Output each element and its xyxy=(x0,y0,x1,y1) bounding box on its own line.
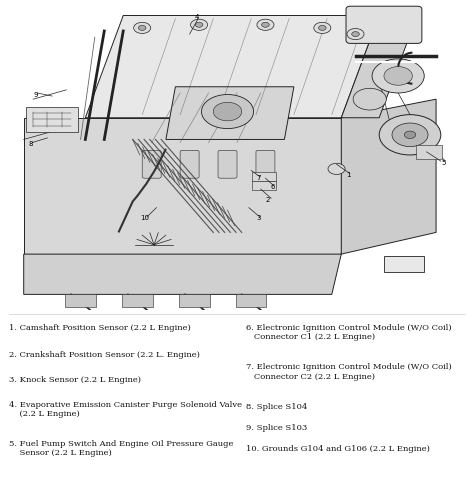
FancyBboxPatch shape xyxy=(346,6,422,43)
FancyBboxPatch shape xyxy=(252,172,276,181)
Circle shape xyxy=(201,95,254,129)
Text: 3. Knock Sensor (2.2 L Engine): 3. Knock Sensor (2.2 L Engine) xyxy=(9,376,141,384)
Text: 5: 5 xyxy=(441,160,446,166)
Text: 4. Evaporative Emission Canister Purge Solenoid Valve
    (2.2 L Engine): 4. Evaporative Emission Canister Purge S… xyxy=(9,401,243,418)
FancyBboxPatch shape xyxy=(26,107,78,132)
Circle shape xyxy=(352,32,359,37)
Circle shape xyxy=(384,67,412,85)
Text: 3: 3 xyxy=(256,216,261,222)
Circle shape xyxy=(328,163,345,175)
FancyBboxPatch shape xyxy=(218,150,237,178)
Text: 7: 7 xyxy=(256,175,261,181)
Text: 2. Crankshaft Position Sensor (2.2 L. Engine): 2. Crankshaft Position Sensor (2.2 L. En… xyxy=(9,351,201,359)
Text: 1. Camshaft Position Sensor (2.2 L Engine): 1. Camshaft Position Sensor (2.2 L Engin… xyxy=(9,324,191,332)
Circle shape xyxy=(134,22,151,34)
Polygon shape xyxy=(24,254,341,294)
Circle shape xyxy=(353,88,386,110)
Text: 6. Electronic Ignition Control Module (W/O Coil)
   Connector C1 (2.2 L Engine): 6. Electronic Ignition Control Module (W… xyxy=(246,324,452,341)
Text: 2: 2 xyxy=(265,197,270,203)
Text: 6: 6 xyxy=(270,184,275,190)
Circle shape xyxy=(195,22,203,27)
Text: 8: 8 xyxy=(28,141,33,147)
FancyBboxPatch shape xyxy=(416,145,442,159)
FancyBboxPatch shape xyxy=(142,150,161,178)
Circle shape xyxy=(191,19,208,30)
Circle shape xyxy=(404,131,416,139)
Circle shape xyxy=(319,25,326,30)
Text: 9. Splice S103: 9. Splice S103 xyxy=(246,424,308,432)
Circle shape xyxy=(138,25,146,30)
FancyBboxPatch shape xyxy=(384,256,424,272)
FancyBboxPatch shape xyxy=(65,294,96,307)
Text: 10: 10 xyxy=(140,216,149,222)
FancyBboxPatch shape xyxy=(256,150,275,178)
Circle shape xyxy=(347,28,364,40)
Polygon shape xyxy=(85,16,379,118)
Text: 8. Splice S104: 8. Splice S104 xyxy=(246,403,308,410)
Polygon shape xyxy=(166,87,294,140)
FancyBboxPatch shape xyxy=(179,294,210,307)
Circle shape xyxy=(257,19,274,30)
FancyBboxPatch shape xyxy=(236,294,266,307)
Circle shape xyxy=(213,102,242,121)
Polygon shape xyxy=(24,118,341,254)
Circle shape xyxy=(262,22,269,27)
Text: 9: 9 xyxy=(33,92,38,98)
FancyBboxPatch shape xyxy=(180,150,199,178)
Circle shape xyxy=(392,123,428,146)
Circle shape xyxy=(379,115,441,155)
Text: 4: 4 xyxy=(194,14,199,20)
Polygon shape xyxy=(341,16,417,118)
Text: 7. Electronic Ignition Control Module (W/O Coil)
   Connector C2 (2.2 L Engine): 7. Electronic Ignition Control Module (W… xyxy=(246,363,452,381)
Text: 5. Fuel Pump Switch And Engine Oil Pressure Gauge
    Sensor (2.2 L Engine): 5. Fuel Pump Switch And Engine Oil Press… xyxy=(9,440,234,457)
FancyBboxPatch shape xyxy=(252,181,276,190)
Text: 10. Grounds G104 and G106 (2.2 L Engine): 10. Grounds G104 and G106 (2.2 L Engine) xyxy=(246,445,430,453)
Circle shape xyxy=(314,22,331,34)
FancyBboxPatch shape xyxy=(122,294,153,307)
Text: 1: 1 xyxy=(346,172,351,178)
Circle shape xyxy=(372,59,424,93)
Polygon shape xyxy=(341,99,436,254)
